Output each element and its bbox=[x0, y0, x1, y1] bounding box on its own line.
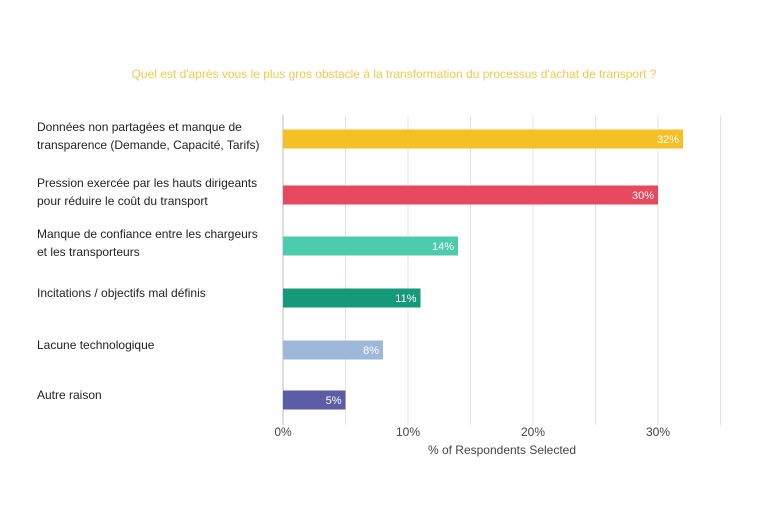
bar-value-label: 14% bbox=[432, 241, 454, 253]
x-axis-label: % of Respondents Selected bbox=[428, 443, 576, 457]
x-axis-ticks: 0% 10% 20% 30% bbox=[274, 425, 670, 439]
bar-value-label: 30% bbox=[632, 190, 654, 202]
category-label: Autre raison bbox=[37, 388, 102, 402]
bars: 32% 30% 14% 11% 8% 5% bbox=[283, 129, 683, 410]
category-label: transparence (Demande, Capacité, Tarifs) bbox=[37, 138, 260, 152]
bar bbox=[283, 185, 658, 205]
category-label: et les transporteurs bbox=[37, 245, 140, 259]
chart-title: Quel est d'après vous le plus gros obsta… bbox=[132, 67, 657, 81]
bar-value-label: 5% bbox=[326, 395, 342, 407]
bar-value-label: 32% bbox=[657, 134, 679, 146]
bar bbox=[283, 390, 346, 410]
category-label: Lacune technologique bbox=[37, 338, 155, 352]
category-label: Incitations / objectifs mal définis bbox=[37, 286, 206, 300]
bar bbox=[283, 236, 458, 256]
bar bbox=[283, 340, 383, 360]
category-labels: Données non partagées et manque de transp… bbox=[37, 120, 260, 402]
category-label: Manque de confiance entre les chargeurs bbox=[37, 227, 258, 241]
bar-value-label: 8% bbox=[363, 345, 379, 357]
category-label: pour réduire le coût du transport bbox=[37, 194, 208, 208]
bar bbox=[283, 288, 421, 308]
category-label: Données non partagées et manque de bbox=[37, 120, 242, 134]
x-tick-label: 0% bbox=[274, 425, 292, 439]
bar-value-label: 11% bbox=[395, 293, 416, 305]
category-label: Pression exercée par les hauts dirigeant… bbox=[37, 176, 257, 190]
bar bbox=[283, 129, 683, 149]
x-tick-label: 10% bbox=[396, 425, 420, 439]
gridlines bbox=[282, 115, 721, 425]
x-tick-label: 30% bbox=[646, 425, 670, 439]
x-tick-label: 20% bbox=[521, 425, 545, 439]
